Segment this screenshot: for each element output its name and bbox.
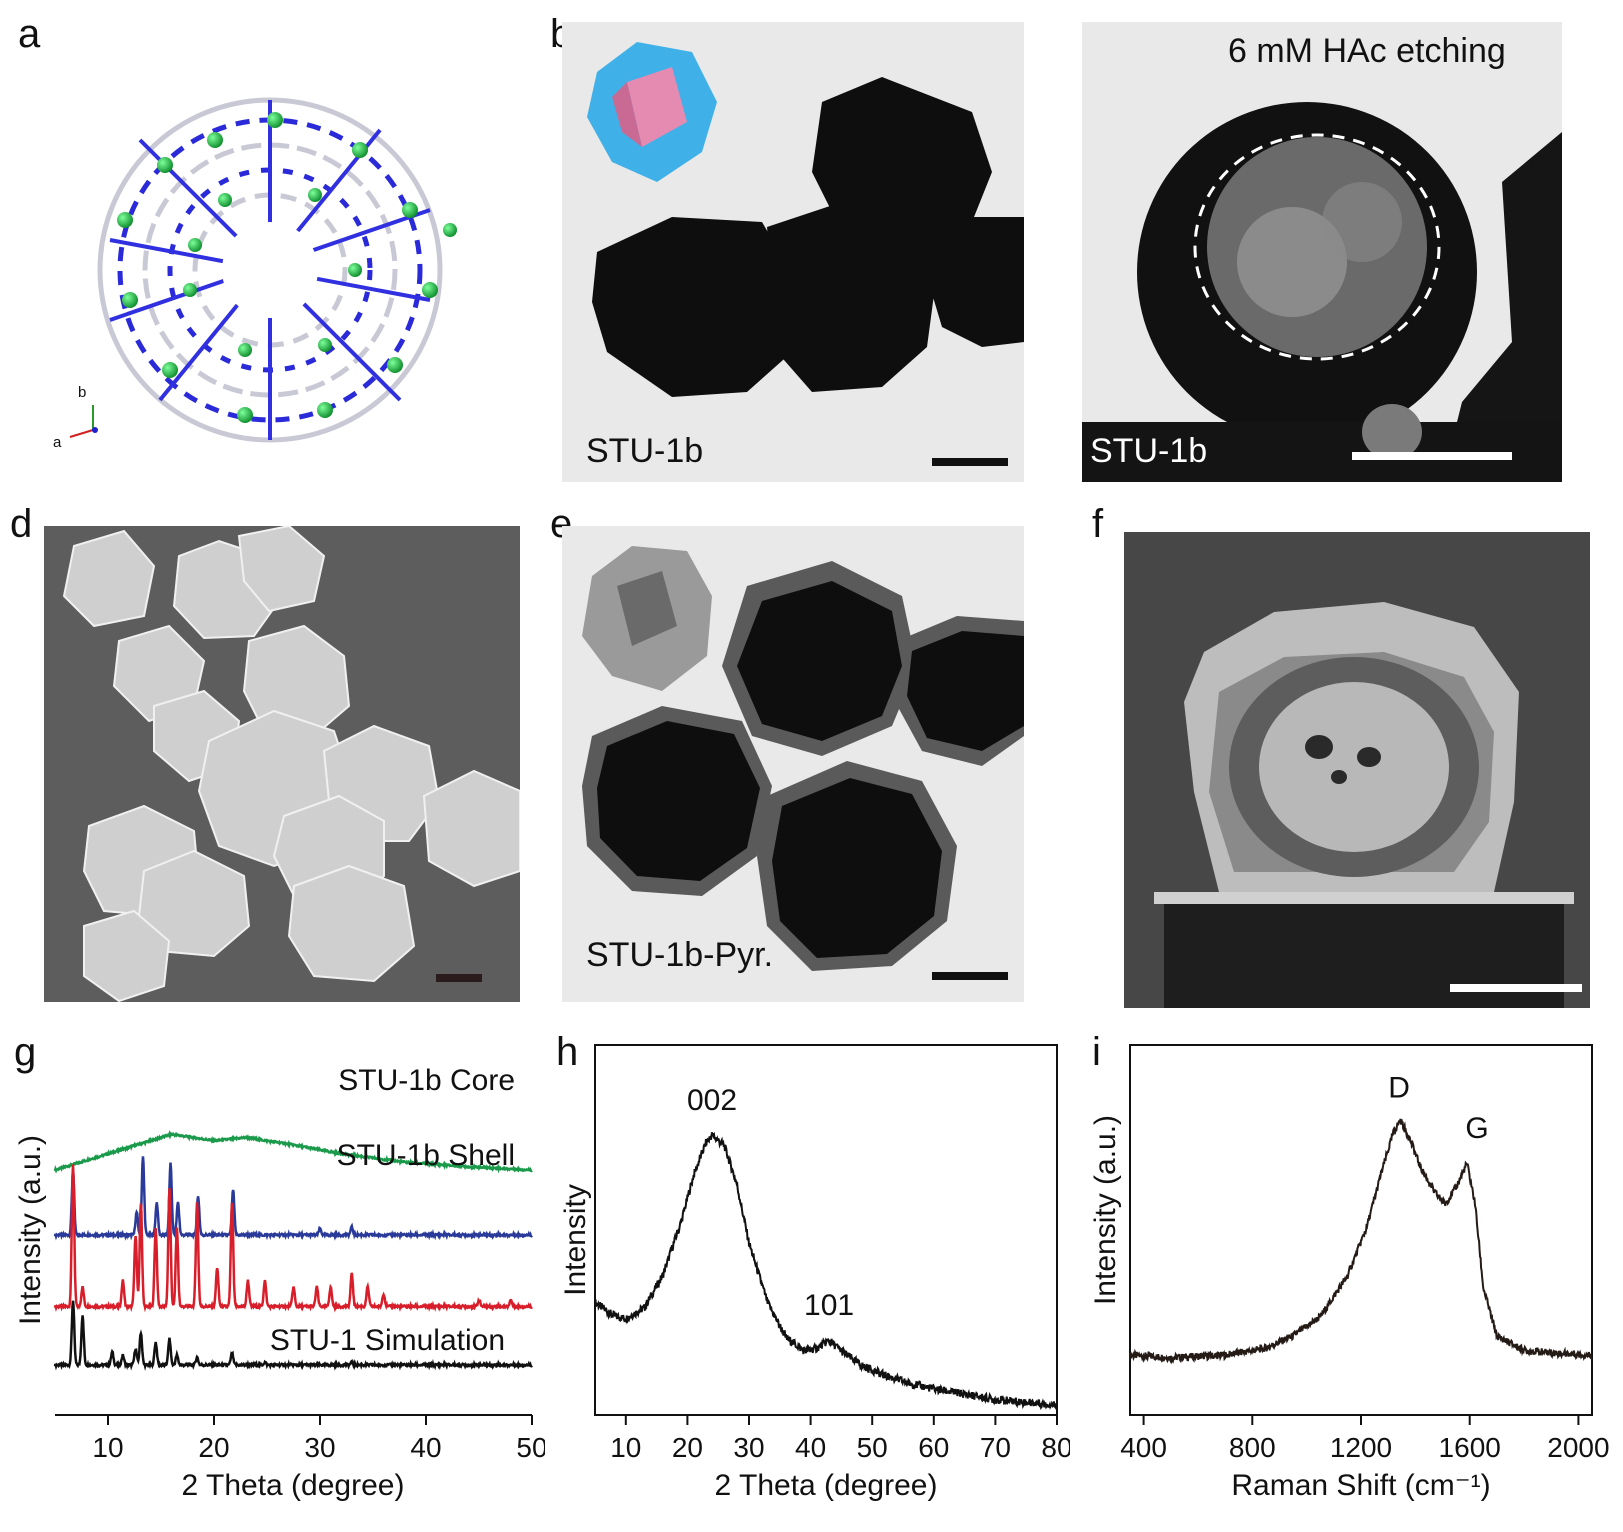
scalebar-f [1450, 984, 1582, 992]
series-line [53, 1164, 533, 1313]
x-tick-label: 800 [1229, 1432, 1276, 1463]
raman-chart-i: 400 800 1200 1600 2000 DG Raman Shift (cm⁻¹)… [1089, 1044, 1610, 1502]
axis-a-label: a [53, 434, 62, 451]
panel-letter-a: a [18, 12, 41, 56]
x-tick-label: 400 [1120, 1432, 1167, 1463]
x-tick-label: 10 [92, 1432, 123, 1463]
i-y-axis-label: Intensity (a.u.) [1089, 1115, 1122, 1305]
series-label: STU-1b Core [338, 1064, 515, 1097]
scalebar-d [436, 974, 482, 982]
x-tick-label: 80 [1041, 1432, 1070, 1463]
scalebar-e [932, 972, 1008, 980]
x-tick-label: 1200 [1330, 1432, 1392, 1463]
h-x-axis-label: 2 Theta (degree) [715, 1469, 938, 1502]
x-tick-label: 40 [795, 1432, 826, 1463]
scalebar-c [1352, 452, 1512, 460]
tem-image-b: STU-1b [562, 22, 1024, 482]
peak-annotation: 002 [687, 1084, 737, 1117]
series-label: STU-1 Simulation [270, 1324, 505, 1357]
panel-letter-d: d [10, 502, 33, 546]
sem-cross-section-f [1124, 532, 1590, 1008]
crystal-structure-graphic [97, 97, 457, 443]
etching-condition-label: 6 mM HAc etching [1228, 32, 1506, 70]
x-tick-label: 10 [610, 1432, 641, 1463]
x-tick-label: 30 [304, 1432, 335, 1463]
axis-b-label: b [78, 384, 86, 401]
series-line [53, 1156, 533, 1241]
h-annotations: 002 101 [687, 1084, 854, 1322]
peak-annotation: D [1388, 1071, 1410, 1104]
scalebar-b [932, 458, 1008, 466]
panel-letter-g: g [14, 1030, 37, 1074]
peak-annotation: G [1465, 1112, 1488, 1145]
sample-label-e: STU-1b-Pyr. [586, 936, 774, 974]
x-tick-label: 50 [516, 1432, 545, 1463]
series-line [594, 1131, 1058, 1412]
i-x-axis-label: Raman Shift (cm⁻¹) [1231, 1469, 1490, 1502]
sem-cross-section-graphic [1154, 602, 1574, 1008]
sample-label-c: STU-1b [1090, 432, 1208, 470]
crystal-structure-image [50, 60, 500, 470]
sample-label-b: STU-1b [586, 432, 704, 470]
tem-particles-e [582, 546, 1024, 971]
x-tick-label: 70 [980, 1432, 1011, 1463]
x-tick-label: 20 [198, 1432, 229, 1463]
x-tick-label: 60 [918, 1432, 949, 1463]
xrd-chart-h: 10 20 30 40 50 60 70 80 002 101 2 Theta (degree)… [559, 1044, 1070, 1502]
i-series-group [1129, 1118, 1593, 1365]
tem-image-c: 6 mM HAc etching STU-1b [1082, 22, 1562, 482]
h-x-ticks: 10 20 30 40 50 60 70 80 [610, 1415, 1070, 1463]
series-line [1129, 1118, 1593, 1365]
x-tick-label: 20 [672, 1432, 703, 1463]
axis-triad: b a [53, 384, 98, 451]
i-annotations: DG [1388, 1071, 1488, 1145]
sem-particles-d [62, 526, 520, 1002]
x-tick-label: 40 [410, 1432, 441, 1463]
x-tick-label: 50 [857, 1432, 888, 1463]
g-x-ticks: 10 20 30 40 50 [92, 1415, 545, 1463]
panel-letter-i: i [1092, 1030, 1101, 1074]
panel-letter-f: f [1092, 502, 1104, 546]
series-line [53, 1129, 533, 1174]
g-y-axis-label: Intensity (a.u.) [14, 1135, 47, 1325]
x-tick-label: 1600 [1439, 1432, 1501, 1463]
g-series-group [53, 1129, 533, 1371]
i-x-ticks: 400 800 1200 1600 2000 [1120, 1415, 1610, 1463]
tem-particles-b [587, 42, 1024, 397]
h-frame [594, 1044, 1058, 1416]
peak-annotation: 101 [804, 1289, 854, 1322]
g-x-axis-label: 2 Theta (degree) [182, 1469, 405, 1502]
series-label: STU-1b Shell [337, 1139, 515, 1172]
tem-image-e: STU-1b-Pyr. [562, 526, 1024, 1002]
h-series-group [594, 1131, 1058, 1412]
h-y-axis-label: Intensity [559, 1184, 592, 1296]
x-tick-label: 2000 [1547, 1432, 1609, 1463]
panel-letter-h: h [556, 1030, 579, 1074]
sem-image-d [44, 526, 520, 1002]
series-line [53, 1300, 533, 1371]
tem-etched-particle [1082, 102, 1562, 482]
x-tick-label: 30 [733, 1432, 764, 1463]
